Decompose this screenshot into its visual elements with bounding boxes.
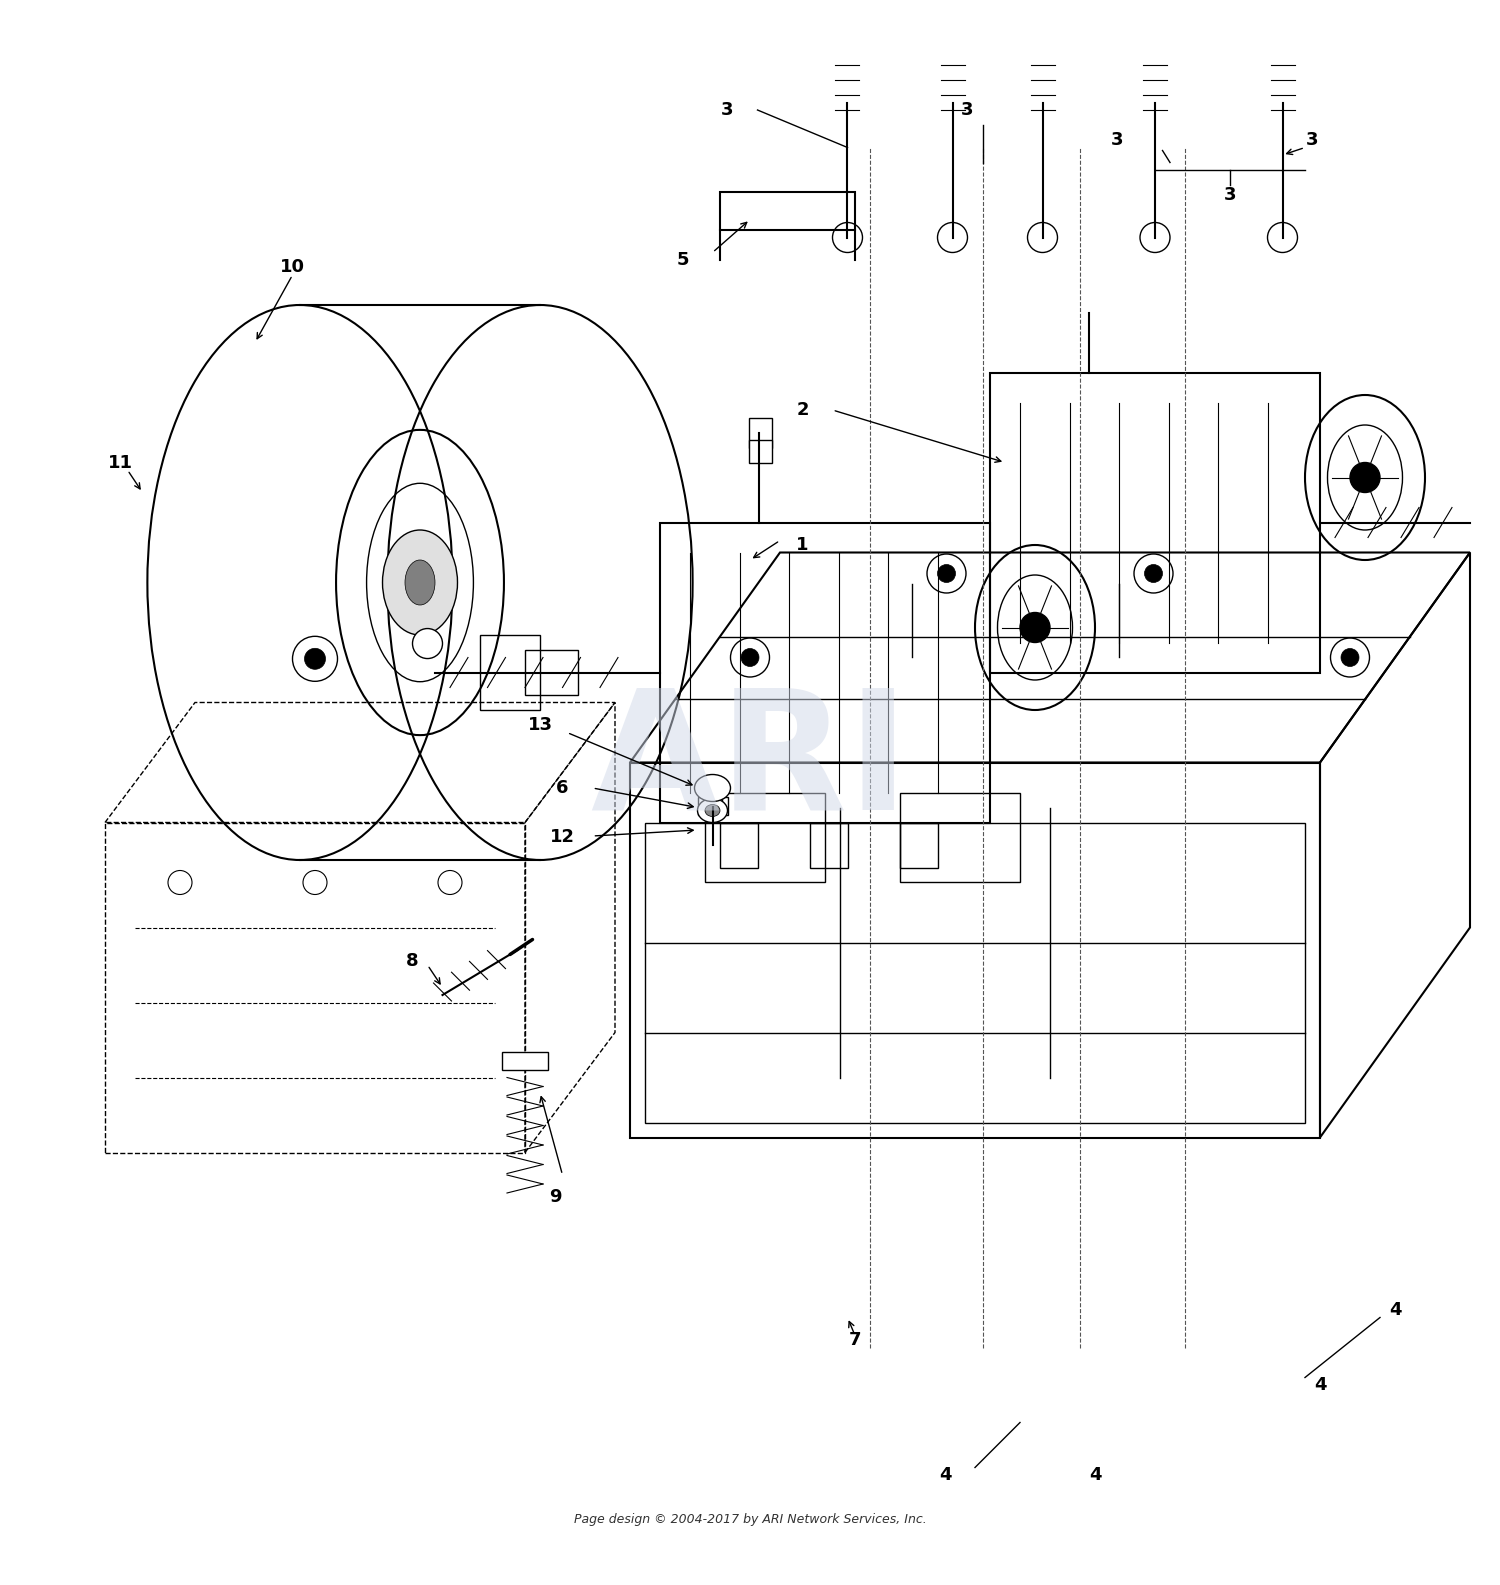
Bar xyxy=(525,650,578,694)
Bar xyxy=(810,823,847,867)
Text: 3: 3 xyxy=(722,101,734,119)
Circle shape xyxy=(1028,222,1057,252)
Ellipse shape xyxy=(1350,463,1380,493)
Bar xyxy=(990,372,1320,672)
Text: 3: 3 xyxy=(1306,132,1318,149)
Circle shape xyxy=(938,222,968,252)
Text: 3: 3 xyxy=(962,101,974,119)
Bar xyxy=(503,1052,548,1070)
Bar xyxy=(720,823,758,867)
Bar xyxy=(105,823,525,1152)
Ellipse shape xyxy=(405,560,435,605)
Circle shape xyxy=(292,636,338,682)
Text: 4: 4 xyxy=(1389,1301,1401,1319)
Text: ARI: ARI xyxy=(591,682,909,843)
Bar xyxy=(748,441,771,463)
Circle shape xyxy=(304,648,326,669)
Text: 10: 10 xyxy=(280,258,304,276)
Bar xyxy=(705,792,825,883)
Circle shape xyxy=(1330,639,1370,677)
Bar xyxy=(660,523,990,823)
Circle shape xyxy=(927,555,966,593)
Ellipse shape xyxy=(698,799,728,823)
Text: 3: 3 xyxy=(1224,187,1236,204)
Circle shape xyxy=(833,222,862,252)
Text: 4: 4 xyxy=(1089,1466,1101,1484)
Text: 1: 1 xyxy=(796,536,808,555)
Circle shape xyxy=(730,639,770,677)
Text: 3: 3 xyxy=(1112,132,1124,149)
Bar xyxy=(748,417,771,447)
Circle shape xyxy=(741,648,759,667)
Ellipse shape xyxy=(382,529,458,636)
Circle shape xyxy=(1341,648,1359,667)
Ellipse shape xyxy=(705,805,720,816)
Text: 7: 7 xyxy=(849,1331,861,1349)
Circle shape xyxy=(1134,555,1173,593)
Bar xyxy=(698,797,728,815)
Text: Page design © 2004-2017 by ARI Network Services, Inc.: Page design © 2004-2017 by ARI Network S… xyxy=(573,1514,927,1526)
Bar xyxy=(900,823,938,867)
Text: 4: 4 xyxy=(1314,1376,1326,1393)
Text: 9: 9 xyxy=(549,1189,561,1206)
Bar xyxy=(720,192,855,230)
Text: 11: 11 xyxy=(108,453,132,471)
Text: 8: 8 xyxy=(406,951,418,970)
Bar xyxy=(900,792,1020,883)
Ellipse shape xyxy=(694,775,730,802)
Text: 13: 13 xyxy=(528,716,552,734)
Bar xyxy=(630,762,1320,1138)
Circle shape xyxy=(938,564,956,583)
Circle shape xyxy=(1140,222,1170,252)
Circle shape xyxy=(1268,222,1298,252)
Bar xyxy=(480,636,540,710)
Text: 5: 5 xyxy=(676,250,688,269)
Circle shape xyxy=(1144,564,1162,583)
Text: 12: 12 xyxy=(550,829,574,846)
Text: 2: 2 xyxy=(796,401,808,418)
Bar xyxy=(704,785,722,807)
Ellipse shape xyxy=(1020,612,1050,642)
Text: 6: 6 xyxy=(556,778,568,797)
Circle shape xyxy=(413,629,442,658)
Bar xyxy=(645,823,1305,1122)
Text: 4: 4 xyxy=(939,1466,951,1484)
